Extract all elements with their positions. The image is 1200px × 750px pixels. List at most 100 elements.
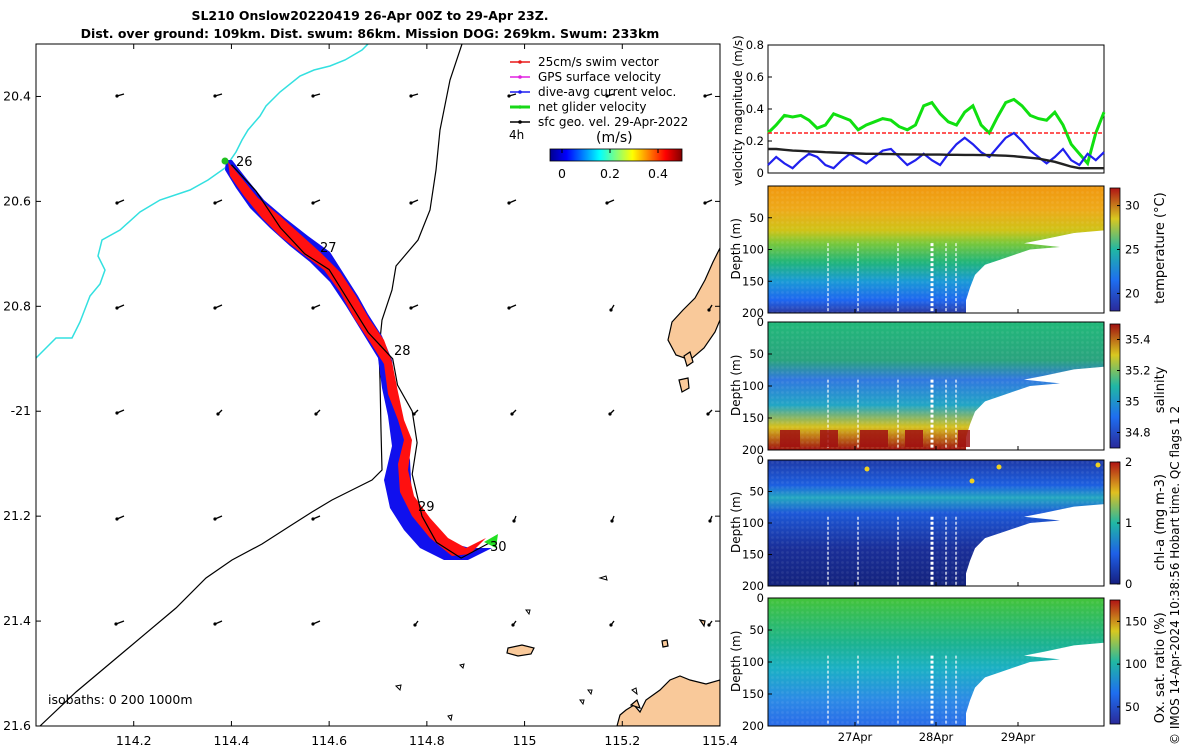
- legend-label: sfc geo. vel. 29-Apr-2022: [538, 115, 688, 129]
- surface-velocity-arrow: [311, 620, 321, 626]
- surface-velocity-arrow: [115, 515, 125, 521]
- surface-velocity-arrow: [707, 304, 713, 312]
- surface-velocity-arrow: [213, 620, 223, 626]
- surface-velocity-arrow: [703, 199, 713, 205]
- depth-tick-label: 50: [749, 485, 764, 499]
- velocity-y-tick-label: 0.4: [746, 102, 764, 116]
- colorbar-tick-label: 25: [1125, 243, 1140, 257]
- velocity-y-tick-label: 0.2: [746, 134, 764, 148]
- chart-subtitle: Dist. over ground: 109km. Dist. swum: 86…: [80, 26, 660, 41]
- velocity-series: [766, 97, 1106, 170]
- surface-velocity-arrow: [213, 93, 223, 98]
- depth-axis-label: Depth (m): [729, 218, 743, 279]
- day-label: 28: [394, 344, 411, 359]
- track-start-marker: [221, 157, 229, 165]
- surface-velocity-arrow: [409, 304, 419, 310]
- depth-tick-label: 200: [742, 443, 764, 457]
- profile-colorbar: [1109, 323, 1121, 449]
- velocity-series-line: [766, 97, 1106, 167]
- velocity-y-tick-label: 0: [757, 166, 764, 180]
- legend-item: net glider velocity: [510, 100, 646, 114]
- map-x-tick-label: 115.2: [604, 733, 640, 748]
- map-x-tick-label: 114.6: [311, 733, 347, 748]
- surface-velocity-arrow: [605, 199, 615, 205]
- land-islet: [629, 698, 642, 709]
- speed-colorbar-ticks: 0 0.2 0.4: [558, 149, 668, 181]
- legend-item: sfc geo. vel. 29-Apr-2022: [510, 115, 688, 129]
- surface-velocity-arrow: [409, 199, 419, 205]
- depth-tick-label: 200: [742, 719, 764, 733]
- surface-velocity-arrow: [703, 93, 713, 98]
- map-y-axis: 20.4 20.6 20.8 -21 21.2 21.4 21.6: [3, 88, 720, 733]
- surface-velocity-arrow: [115, 199, 125, 205]
- colorbar-tick-label: 34.8: [1125, 426, 1151, 440]
- surface-velocity-arrow: [708, 515, 713, 523]
- map-x-tick-label: 114.2: [116, 733, 152, 748]
- surface-velocity-arrow: [507, 304, 517, 310]
- map-y-tick-label: 21.2: [3, 508, 31, 523]
- colorbar-tick-label: 0.4: [648, 166, 668, 181]
- depth-tick-label: 150: [742, 274, 764, 288]
- isobaths-label: isobaths: 0 200 1000m: [48, 692, 193, 707]
- surface-velocity-arrow: [511, 620, 517, 627]
- coastline-cyan: [36, 44, 369, 359]
- depth-axis-label: Depth (m): [729, 631, 743, 692]
- surface-velocity-arrow: [608, 409, 615, 416]
- land-islet: [683, 351, 694, 367]
- colorbar-tick-label: 20: [1125, 286, 1140, 300]
- footer-credit: © IMOS 14-Apr-2024 10:38:56 Hobart time.…: [1168, 405, 1182, 745]
- depth-tick-label: 150: [742, 548, 764, 562]
- map-x-tick-label: 114.8: [409, 733, 445, 748]
- surface-velocity-arrow: [213, 304, 223, 310]
- time-tick-label: 28Apr: [919, 730, 954, 744]
- day-label: 27: [320, 241, 337, 256]
- velocity-series-line: [768, 147, 1104, 170]
- map-y-tick-label: 21.6: [3, 718, 31, 733]
- colorbar-tick-label: 0.2: [600, 166, 620, 181]
- land-islet: [678, 377, 690, 393]
- velocity-ylabel: velocity magnitude (m/s): [731, 35, 745, 186]
- map-islets-outline: [394, 575, 638, 722]
- surface-velocity-arrow: [610, 515, 615, 523]
- surface-velocity-arrow: [413, 620, 419, 627]
- depth-tick-label: 150: [742, 687, 764, 701]
- map-y-tick-label: 20.4: [3, 88, 31, 103]
- depth-tick-label: 0: [757, 315, 764, 329]
- profile-panel: 50 100 150 200 Depth (m) 20 25 30 temperature (°…: [729, 185, 1168, 320]
- surface-velocity-arrow: [510, 409, 517, 416]
- colorbar-tick-label: 100: [1125, 657, 1147, 671]
- surface-velocity-arrow: [409, 93, 419, 98]
- surface-velocity-vectors: [114, 93, 713, 627]
- profile-panel: 0 50 100 150 200 Depth (m) 0 1 2 chl-a (mg m-3): [729, 453, 1168, 593]
- speed-colorbar: [549, 148, 683, 162]
- legend-label: GPS surface velocity: [538, 70, 661, 84]
- map-panel: 114.2 114.4 114.6 114.8 115 115.2 115.4 20.420…: [3, 43, 738, 748]
- glider-track: [221, 157, 498, 560]
- depth-axis-label: Depth (m): [729, 355, 743, 416]
- depth-axis-label: Depth (m): [729, 492, 743, 553]
- depth-tick-label: 200: [742, 579, 764, 593]
- depth-tick-label: 100: [742, 379, 764, 393]
- day-label: 29: [418, 500, 435, 515]
- track-line: [230, 164, 491, 559]
- land-montebello: [506, 644, 535, 657]
- surface-velocity-arrow: [706, 409, 713, 416]
- colorbar-label: Ox. sat. ratio (%): [1153, 612, 1168, 723]
- land-southeast: [616, 675, 720, 726]
- colorbar-tick-label: 0: [558, 166, 566, 181]
- colorbar-label: temperature (°C): [1153, 192, 1168, 304]
- surface-velocity-arrow: [213, 199, 223, 205]
- day-label: 30: [490, 540, 507, 555]
- colorbar-tick-label: 2: [1125, 455, 1132, 469]
- map-x-tick-label: 115.4: [702, 733, 738, 748]
- legend-item: dive-avg current veloc.: [510, 85, 676, 99]
- map-y-tick-label: 20.6: [3, 193, 31, 208]
- depth-tick-label: 50: [749, 623, 764, 637]
- depth-tick-label: 150: [742, 411, 764, 425]
- map-x-axis: 114.2 114.4 114.6 114.8 115 115.2 115.4: [116, 44, 738, 748]
- depth-tick-label: 0: [757, 453, 764, 467]
- surface-velocity-arrow: [115, 93, 125, 98]
